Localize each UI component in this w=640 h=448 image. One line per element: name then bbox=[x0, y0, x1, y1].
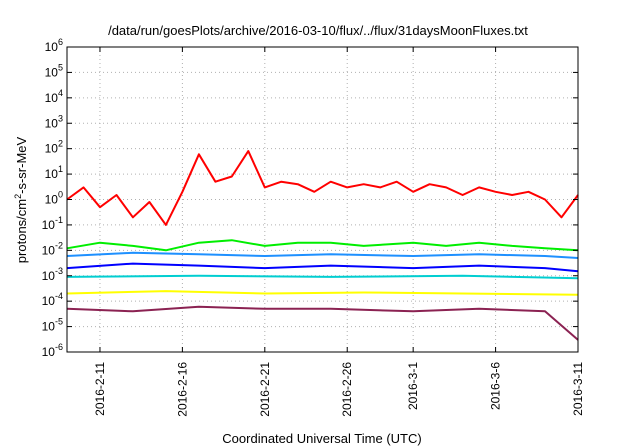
y-tick-label: 104 bbox=[45, 88, 63, 105]
grid bbox=[67, 46, 579, 353]
y-tick-label: 10-5 bbox=[42, 317, 63, 334]
y-tick-base: 10 bbox=[45, 116, 59, 130]
y-tick-base: 10 bbox=[42, 243, 56, 257]
series-line bbox=[66, 274, 579, 280]
y-tick-exponent: 4 bbox=[58, 88, 63, 98]
x-tick-label: 2016-3-1 bbox=[406, 362, 420, 410]
y-tick-exponent: 2 bbox=[58, 139, 63, 149]
y-tick-base: 10 bbox=[45, 91, 59, 105]
y-tick-base: 10 bbox=[45, 193, 59, 207]
series-layer bbox=[66, 150, 579, 341]
y-tick-base: 10 bbox=[42, 218, 56, 232]
series-line bbox=[66, 262, 579, 273]
y-tick-exponent: -6 bbox=[55, 342, 63, 352]
y-tick-label: 100 bbox=[45, 190, 63, 207]
x-tick-label: 2016-3-11 bbox=[571, 362, 585, 416]
y-tick-exponent: 6 bbox=[58, 37, 63, 47]
y-tick-label: 10-2 bbox=[42, 240, 63, 257]
y-axis-label: protons/cm2-s-sr-MeV bbox=[13, 136, 29, 263]
y-tick-base: 10 bbox=[45, 142, 59, 156]
y-tick-label: 102 bbox=[45, 139, 63, 156]
y-tick-exponent: -3 bbox=[55, 266, 63, 276]
y-tick-base: 10 bbox=[45, 40, 59, 54]
y-tick-label: 10-1 bbox=[42, 215, 63, 232]
y-tick-exponent: -5 bbox=[55, 317, 63, 327]
series-line bbox=[66, 239, 579, 252]
y-tick-exponent: -4 bbox=[55, 291, 63, 301]
y-tick-label: 10-3 bbox=[42, 266, 63, 283]
y-tick-base: 10 bbox=[42, 345, 56, 359]
y-tick-exponent: -2 bbox=[55, 240, 63, 250]
x-tick-label: 2016-2-16 bbox=[175, 362, 189, 417]
y-axis-label-units: -s-sr-MeV bbox=[14, 136, 29, 193]
series-line bbox=[66, 290, 579, 296]
series-line bbox=[66, 251, 579, 259]
y-tick-base: 10 bbox=[45, 65, 59, 79]
y-tick-label: 10-6 bbox=[42, 342, 63, 359]
y-tick-label: 103 bbox=[45, 113, 63, 130]
x-axis-label: Coordinated Universal Time (UTC) bbox=[222, 431, 421, 446]
y-tick-exponent: 5 bbox=[58, 62, 63, 72]
x-tick-label: 2016-2-11 bbox=[93, 362, 107, 416]
y-tick-label: 105 bbox=[45, 62, 63, 79]
chart-title: /data/run/goesPlots/archive/2016-03-10/f… bbox=[108, 23, 528, 38]
y-axis-label-superscript: 2 bbox=[13, 194, 23, 199]
y-tick-base: 10 bbox=[42, 320, 56, 334]
y-ticks: 10-610-510-410-310-210-11001011021031041… bbox=[42, 37, 578, 359]
y-tick-exponent: 3 bbox=[58, 113, 63, 123]
y-tick-label: 10-4 bbox=[42, 291, 63, 308]
x-tick-label: 2016-2-21 bbox=[258, 362, 272, 417]
series-line bbox=[66, 305, 579, 341]
y-tick-exponent: 0 bbox=[58, 190, 63, 200]
y-tick-base: 10 bbox=[42, 269, 56, 283]
x-tick-label: 2016-3-6 bbox=[489, 362, 503, 410]
y-tick-label: 106 bbox=[45, 37, 63, 54]
y-tick-label: 101 bbox=[45, 164, 63, 181]
y-tick-base: 10 bbox=[45, 167, 59, 181]
y-axis-label-main: protons/cm bbox=[14, 199, 29, 263]
x-ticks: 2016-2-11 2016-2-16 2016-2-21 2016-2-26 2016… bbox=[93, 47, 585, 417]
y-tick-exponent: -1 bbox=[55, 215, 63, 225]
series-line bbox=[66, 150, 579, 226]
y-tick-exponent: 1 bbox=[58, 164, 63, 174]
y-tick-base: 10 bbox=[42, 294, 56, 308]
x-tick-label: 2016-2-26 bbox=[340, 362, 354, 417]
